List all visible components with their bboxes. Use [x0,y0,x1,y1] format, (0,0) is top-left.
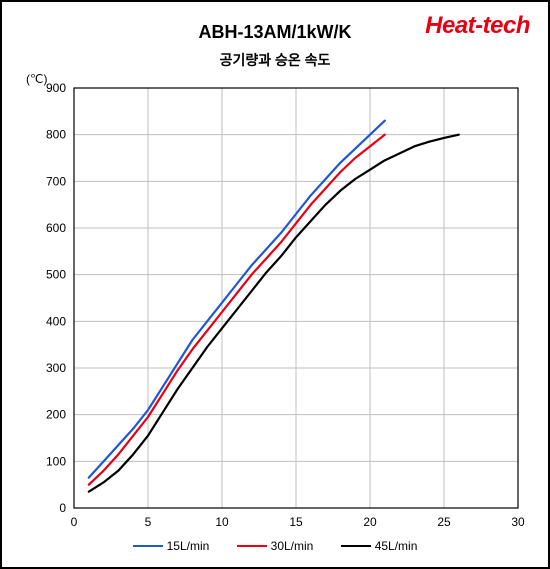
svg-text:200: 200 [46,408,66,422]
svg-text:0: 0 [71,515,78,529]
legend-item: 30L/min [237,539,314,553]
legend-item: 15L/min [133,539,210,553]
svg-text:15: 15 [289,515,303,529]
legend-item: 45L/min [341,539,418,553]
svg-text:600: 600 [46,221,66,235]
svg-text:700: 700 [46,174,66,188]
legend-label: 15L/min [167,539,210,553]
legend-swatch [341,545,371,547]
svg-text:10: 10 [215,515,229,529]
y-axis-unit: (℃) [26,72,47,86]
svg-text:30: 30 [511,515,525,529]
chart-title: ABH-13AM/1kW/K [2,22,548,43]
legend-label: 45L/min [375,539,418,553]
svg-text:300: 300 [46,361,66,375]
line-chart: 0510152025300100200300400500600700800900 [2,2,548,567]
svg-text:0: 0 [59,501,66,515]
legend-swatch [133,545,163,547]
chart-container: Heat-tech ABH-13AM/1kW/K 공기량과 승온 속도 (℃) … [0,0,550,569]
svg-text:400: 400 [46,314,66,328]
svg-text:5: 5 [145,515,152,529]
svg-text:100: 100 [46,454,66,468]
legend-label: 30L/min [271,539,314,553]
svg-text:25: 25 [437,515,451,529]
legend-swatch [237,545,267,547]
svg-text:500: 500 [46,268,66,282]
svg-text:800: 800 [46,128,66,142]
svg-text:20: 20 [363,515,377,529]
svg-text:900: 900 [46,81,66,95]
chart-subtitle: 공기량과 승온 속도 [2,50,548,70]
legend: 15L/min 30L/min 45L/min [2,536,548,553]
